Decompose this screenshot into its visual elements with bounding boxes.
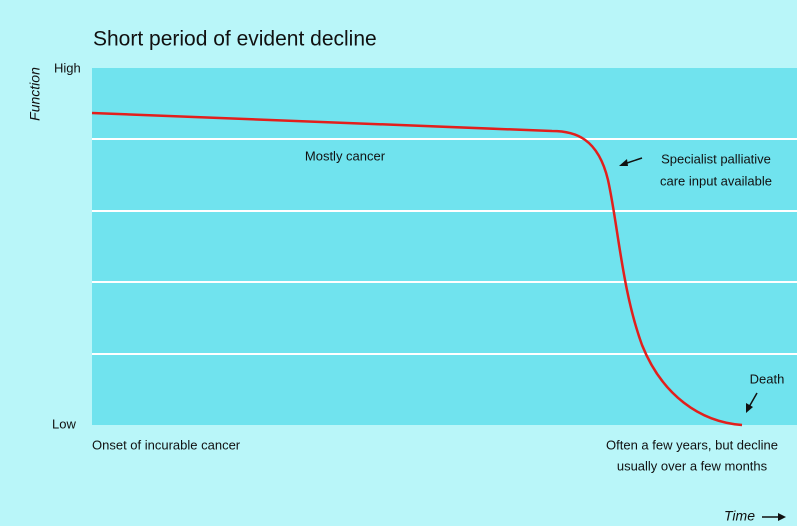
trajectory-curve (91, 111, 743, 427)
plot-area (92, 68, 797, 425)
death-label: Death (750, 371, 785, 386)
duration-label: usually over a few months (617, 458, 768, 473)
time-arrow (762, 513, 786, 521)
x-axis-label: Time (724, 508, 755, 524)
onset-label: Onset of incurable cancer (92, 437, 241, 452)
specialist-label: Specialist palliative (661, 151, 771, 166)
specialist-label: care input available (660, 173, 772, 188)
y-high-label: High (54, 60, 81, 75)
death-arrow (746, 392, 758, 413)
group-label: Mostly cancer (305, 148, 386, 163)
duration-label: Often a few years, but decline (606, 437, 778, 452)
y-low-label: Low (52, 416, 76, 431)
grid (92, 138, 797, 355)
y-axis-label: Function (27, 67, 43, 121)
title: Short period of evident decline (93, 28, 377, 51)
specialist-arrow (619, 157, 643, 166)
